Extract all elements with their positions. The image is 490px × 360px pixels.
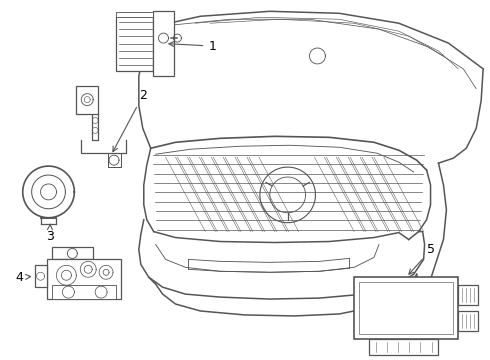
Bar — [47, 260, 121, 299]
Text: 2: 2 — [113, 89, 147, 152]
Bar — [369, 339, 439, 355]
Bar — [116, 16, 153, 71]
Text: 5: 5 — [409, 243, 435, 274]
Bar — [116, 12, 153, 17]
Bar — [51, 285, 116, 299]
Text: 4: 4 — [16, 271, 30, 284]
Bar — [354, 277, 458, 339]
Bar — [76, 86, 98, 113]
Bar — [458, 285, 478, 305]
Bar — [35, 265, 47, 287]
Bar — [458, 311, 478, 331]
Bar — [359, 282, 453, 334]
Bar — [51, 247, 93, 260]
Text: 1: 1 — [169, 40, 216, 53]
Text: 3: 3 — [46, 224, 53, 243]
Bar — [153, 11, 173, 76]
